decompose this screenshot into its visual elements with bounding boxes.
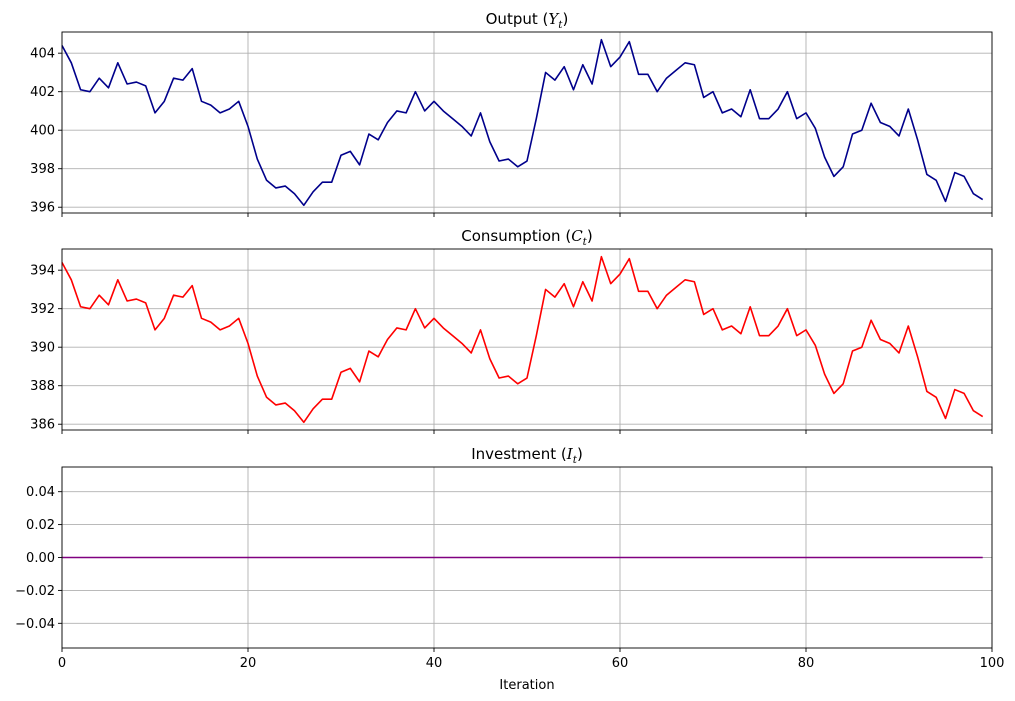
investment-ytick-label-1: −0.02 bbox=[15, 584, 55, 599]
consumption-ytick-label-4: 394 bbox=[30, 264, 55, 279]
investment-ytick-label-0: −0.04 bbox=[15, 617, 55, 632]
investment-xlabel: Iteration bbox=[499, 678, 554, 693]
investment-title: Investment (It) bbox=[471, 445, 583, 466]
output-panel: 396 398 400 402 404 Output (Yt) bbox=[30, 10, 993, 217]
investment-ytick-label-3: 0.02 bbox=[26, 518, 55, 533]
output-ytick-label-2: 400 bbox=[30, 124, 55, 139]
investment-xtick-label-4: 80 bbox=[798, 656, 815, 671]
output-ytick-label-3: 402 bbox=[30, 85, 55, 100]
investment-ytick-label-2: 0.00 bbox=[26, 551, 55, 566]
consumption-title: Consumption (Ct) bbox=[461, 227, 593, 248]
investment-xtick-label-3: 60 bbox=[612, 656, 629, 671]
consumption-ytick-label-1: 388 bbox=[30, 379, 55, 394]
consumption-ytick-label-0: 386 bbox=[30, 418, 55, 433]
consumption-ytick-label-2: 390 bbox=[30, 341, 55, 356]
investment-xtick-label-2: 40 bbox=[426, 656, 443, 671]
output-ytick-label-4: 404 bbox=[30, 47, 55, 62]
output-series-line bbox=[61, 38, 984, 207]
output-axes-frame bbox=[61, 31, 993, 214]
consumption-ytick-label-3: 392 bbox=[30, 302, 55, 317]
consumption-series-line bbox=[61, 255, 984, 424]
consumption-panel: 386 388 390 392 394 Consumption (Ct) bbox=[30, 227, 993, 434]
investment-xtick-label-1: 20 bbox=[240, 656, 257, 671]
investment-xtick-label-5: 100 bbox=[980, 656, 1005, 671]
output-ytick-label-1: 398 bbox=[30, 162, 55, 177]
investment-ytick-label-4: 0.04 bbox=[26, 485, 55, 500]
output-title: Output (Yt) bbox=[486, 10, 569, 31]
investment-panel: −0.04 −0.02 0.00 0.02 0.04 0 20 40 60 80 100 Invest… bbox=[15, 445, 1004, 693]
investment-xtick-label-0: 0 bbox=[58, 656, 66, 671]
output-ytick-label-0: 396 bbox=[30, 201, 55, 216]
consumption-axes-frame bbox=[61, 248, 993, 431]
